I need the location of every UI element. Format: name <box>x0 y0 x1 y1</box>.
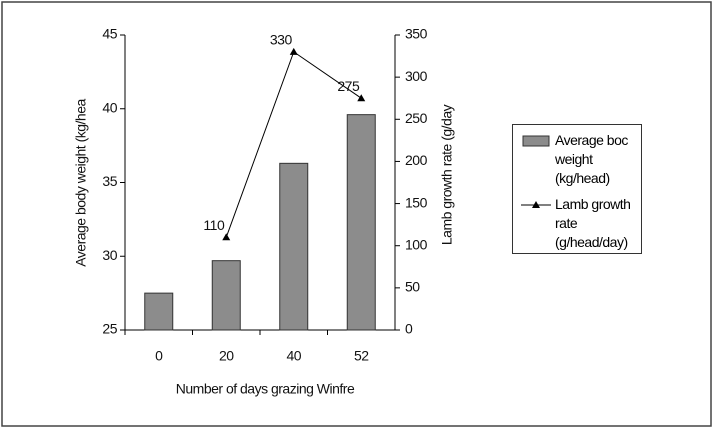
data-label: 330 <box>270 32 293 48</box>
y2-tick-label: 150 <box>405 194 428 210</box>
y-tick-label: 25 <box>102 321 117 337</box>
y2-tick-label: 0 <box>405 321 413 337</box>
legend-label: Lamb growth rate (g/head/day) <box>555 196 631 250</box>
legend: Average boc weight (kg/head) Lamb growth … <box>512 124 642 254</box>
y-tick-label: 40 <box>102 99 117 115</box>
bar <box>144 292 174 331</box>
x-tick-label: 20 <box>219 348 234 364</box>
y-tick-label: 30 <box>102 247 117 263</box>
x-tick-label: 52 <box>354 348 369 364</box>
bar <box>346 114 376 331</box>
x-axis-title: Number of days grazing Winfre <box>176 381 355 397</box>
data-label: 275 <box>337 78 360 94</box>
x-tick-label: 0 <box>155 348 163 364</box>
marker <box>222 233 231 241</box>
y2-tick-label: 250 <box>405 110 428 126</box>
x-tick-label: 40 <box>286 348 301 364</box>
bar <box>211 260 241 331</box>
y-axis-title: Average body weight (kg/hea <box>73 98 89 266</box>
y-tick-label: 45 <box>102 26 117 42</box>
legend-item: Average boc weight (kg/head) <box>519 131 641 188</box>
legend-swatch <box>521 201 551 208</box>
marker <box>357 94 366 102</box>
y2-tick-label: 100 <box>405 236 428 252</box>
legend-label: Average boc weight (kg/head) <box>555 132 628 186</box>
y-tick-label: 35 <box>102 173 117 189</box>
bar <box>279 162 309 331</box>
legend-item: Lamb growth rate (g/head/day) <box>519 195 641 252</box>
swatch <box>522 135 550 147</box>
data-label: 110 <box>203 217 225 233</box>
marker <box>289 47 298 55</box>
y2-tick-label: 350 <box>405 26 428 42</box>
swatch <box>532 201 540 208</box>
y2-tick-label: 200 <box>405 152 428 168</box>
y2-tick-label: 300 <box>405 68 428 84</box>
legend-swatch <box>522 135 550 147</box>
y2-axis-title: Lamb growth rate (g/day <box>439 104 455 245</box>
y2-tick-label: 50 <box>405 279 420 295</box>
